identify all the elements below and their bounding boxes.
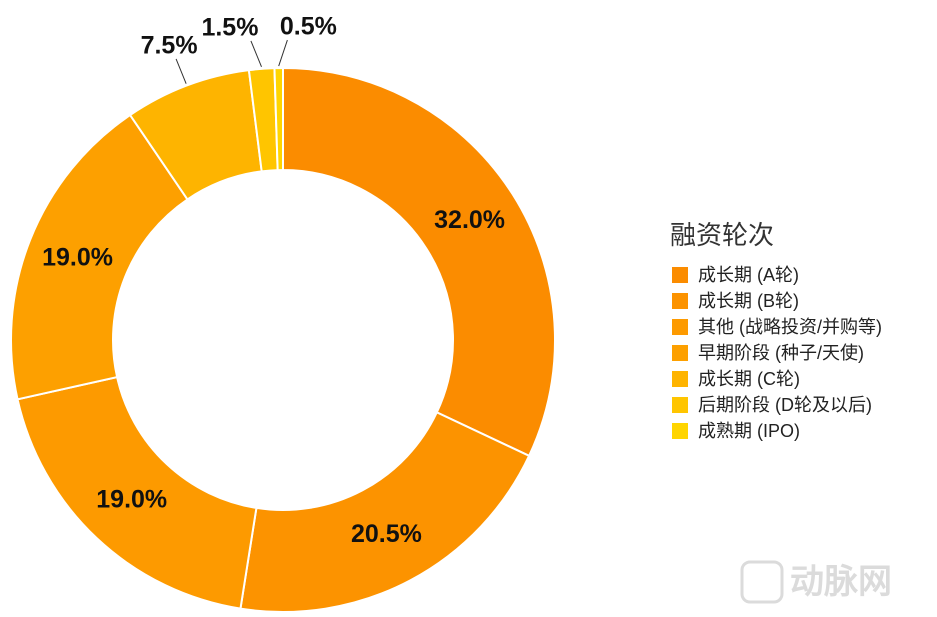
legend-swatch [672, 345, 688, 361]
value-label: 19.0% [42, 243, 113, 271]
value-label: 19.0% [96, 486, 167, 514]
legend-swatch [672, 397, 688, 413]
watermark: 动脉网 [740, 560, 892, 604]
legend-swatch [672, 371, 688, 387]
slice [16, 375, 258, 610]
legend-label: 成长期 (A轮) [698, 265, 799, 285]
value-label: 7.5% [141, 32, 198, 60]
watermark-logo [740, 560, 784, 604]
legend-title: 融资轮次 [670, 220, 774, 250]
value-label: 20.5% [351, 520, 422, 548]
legend-label: 早期阶段 (种子/天使) [698, 343, 864, 363]
legend-swatch [672, 293, 688, 309]
slice [239, 411, 531, 613]
slice [273, 66, 284, 172]
value-label: 32.0% [434, 206, 505, 234]
legend-swatch [672, 267, 688, 283]
legend-label: 其他 (战略投资/并购等) [698, 317, 882, 337]
slice [10, 113, 189, 401]
legend-swatch [672, 423, 688, 439]
leader-line [278, 39, 288, 67]
legend-label: 成长期 (C轮) [698, 369, 800, 389]
value-label: 0.5% [280, 13, 337, 41]
legend-swatch [672, 319, 688, 335]
watermark-text: 动脉网 [790, 563, 892, 601]
leader-line [175, 58, 187, 84]
legend-label: 成长期 (B轮) [698, 291, 799, 311]
leader-line [250, 40, 262, 68]
slice [282, 66, 556, 458]
legend-label: 成熟期 (IPO) [698, 421, 800, 441]
legend-label: 后期阶段 (D轮及以后) [698, 395, 872, 415]
value-label: 1.5% [201, 14, 258, 42]
